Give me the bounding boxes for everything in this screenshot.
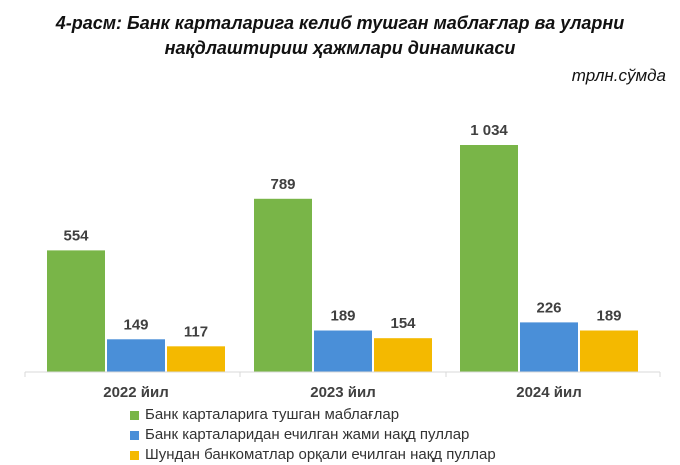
data-label: 226: [536, 299, 561, 316]
legend-item: Банк карталаридан ечилган жами нақд пулл…: [130, 425, 496, 445]
legend: Банк карталарига тушган маблағлар Банк к…: [130, 405, 496, 465]
bar: [47, 250, 105, 372]
chart-title: 4-расм: Банк карталарига келиб тушган ма…: [55, 13, 625, 33]
data-label: 117: [184, 323, 208, 340]
bar: [374, 338, 432, 372]
bar: [580, 330, 638, 372]
legend-label: Банк карталаридан ечилган жами нақд пулл…: [145, 426, 470, 443]
legend-item: Шундан банкоматлар орқали ечилган нақд п…: [130, 445, 496, 465]
legend-swatch: [130, 430, 139, 440]
bar: [167, 346, 225, 372]
bar: [254, 198, 312, 372]
bar: [520, 322, 578, 372]
data-label: 154: [390, 315, 416, 332]
legend-swatch: [130, 410, 139, 420]
x-tick-label: 2024 йил: [516, 384, 582, 401]
data-label: 789: [270, 176, 295, 193]
data-label: 189: [330, 308, 355, 325]
data-label: 1 034: [470, 122, 508, 139]
unit-label: трлн.сўмда: [571, 66, 666, 85]
legend-item: Банк карталарига тушган маблағлар: [130, 405, 496, 425]
legend-label: Банк карталарига тушган маблағлар: [145, 406, 400, 423]
bar: [314, 330, 372, 372]
x-tick-label: 2023 йил: [310, 384, 376, 401]
legend-label: Шундан банкоматлар орқали ечилган нақд п…: [145, 446, 496, 463]
bar: [107, 339, 165, 372]
legend-swatch: [130, 450, 139, 460]
data-label: 189: [596, 308, 621, 325]
data-label: 149: [123, 316, 148, 333]
bar: [460, 145, 518, 372]
x-tick-label: 2022 йил: [103, 384, 169, 401]
data-label: 554: [63, 227, 89, 244]
chart-title-line2: нақдлаштириш ҳажмлари динамикаси: [164, 38, 516, 58]
